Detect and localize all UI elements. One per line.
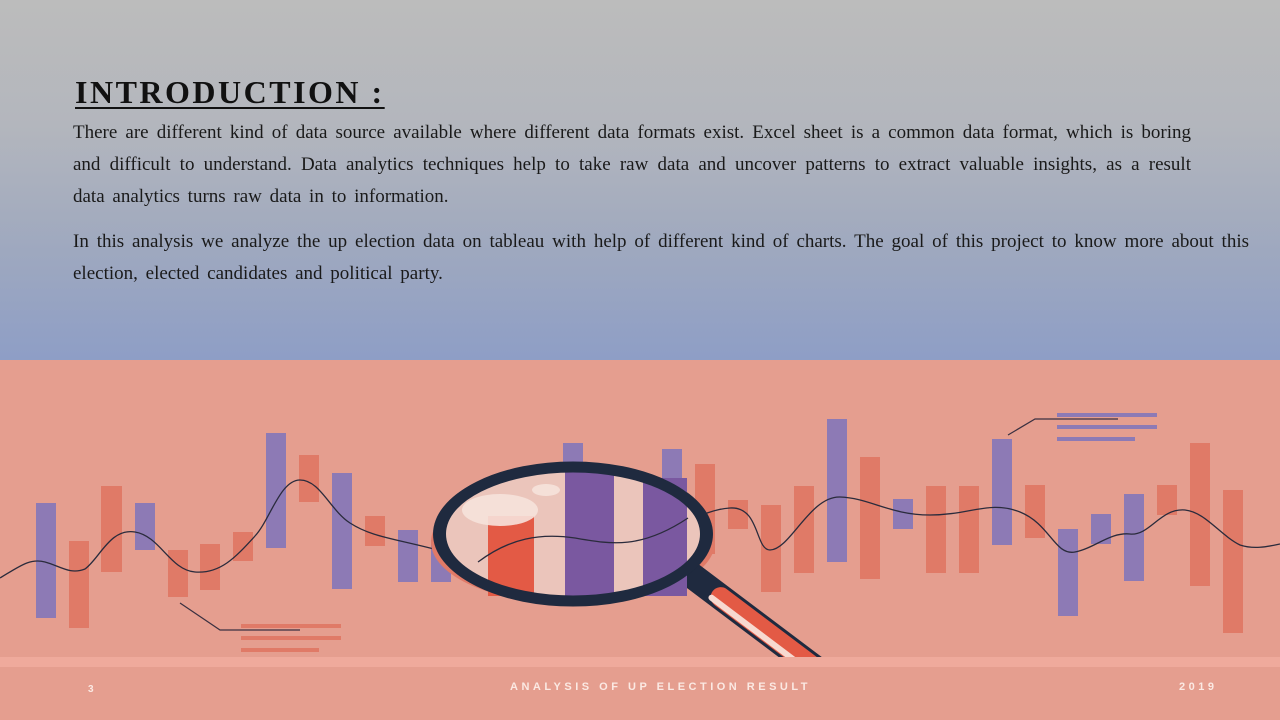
header-background xyxy=(0,0,1280,360)
footer-year: 2019 xyxy=(1179,681,1218,693)
callout-left xyxy=(179,602,341,652)
magnifying-glass-icon xyxy=(431,461,844,660)
page-number: 3 xyxy=(88,684,94,695)
footer-band xyxy=(0,657,1280,667)
intro-paragraph-2: In this analysis we analyze the up elect… xyxy=(73,231,1249,284)
callout-right xyxy=(1007,413,1157,441)
intro-paragraph-1: There are different kind of data source … xyxy=(73,122,1191,207)
presentation-title: ANALYSIS OF UP ELECTION RESULT xyxy=(510,681,811,693)
decorative-chart-illustration xyxy=(0,413,1280,660)
slide-title: INTRODUCTION : xyxy=(75,74,385,110)
